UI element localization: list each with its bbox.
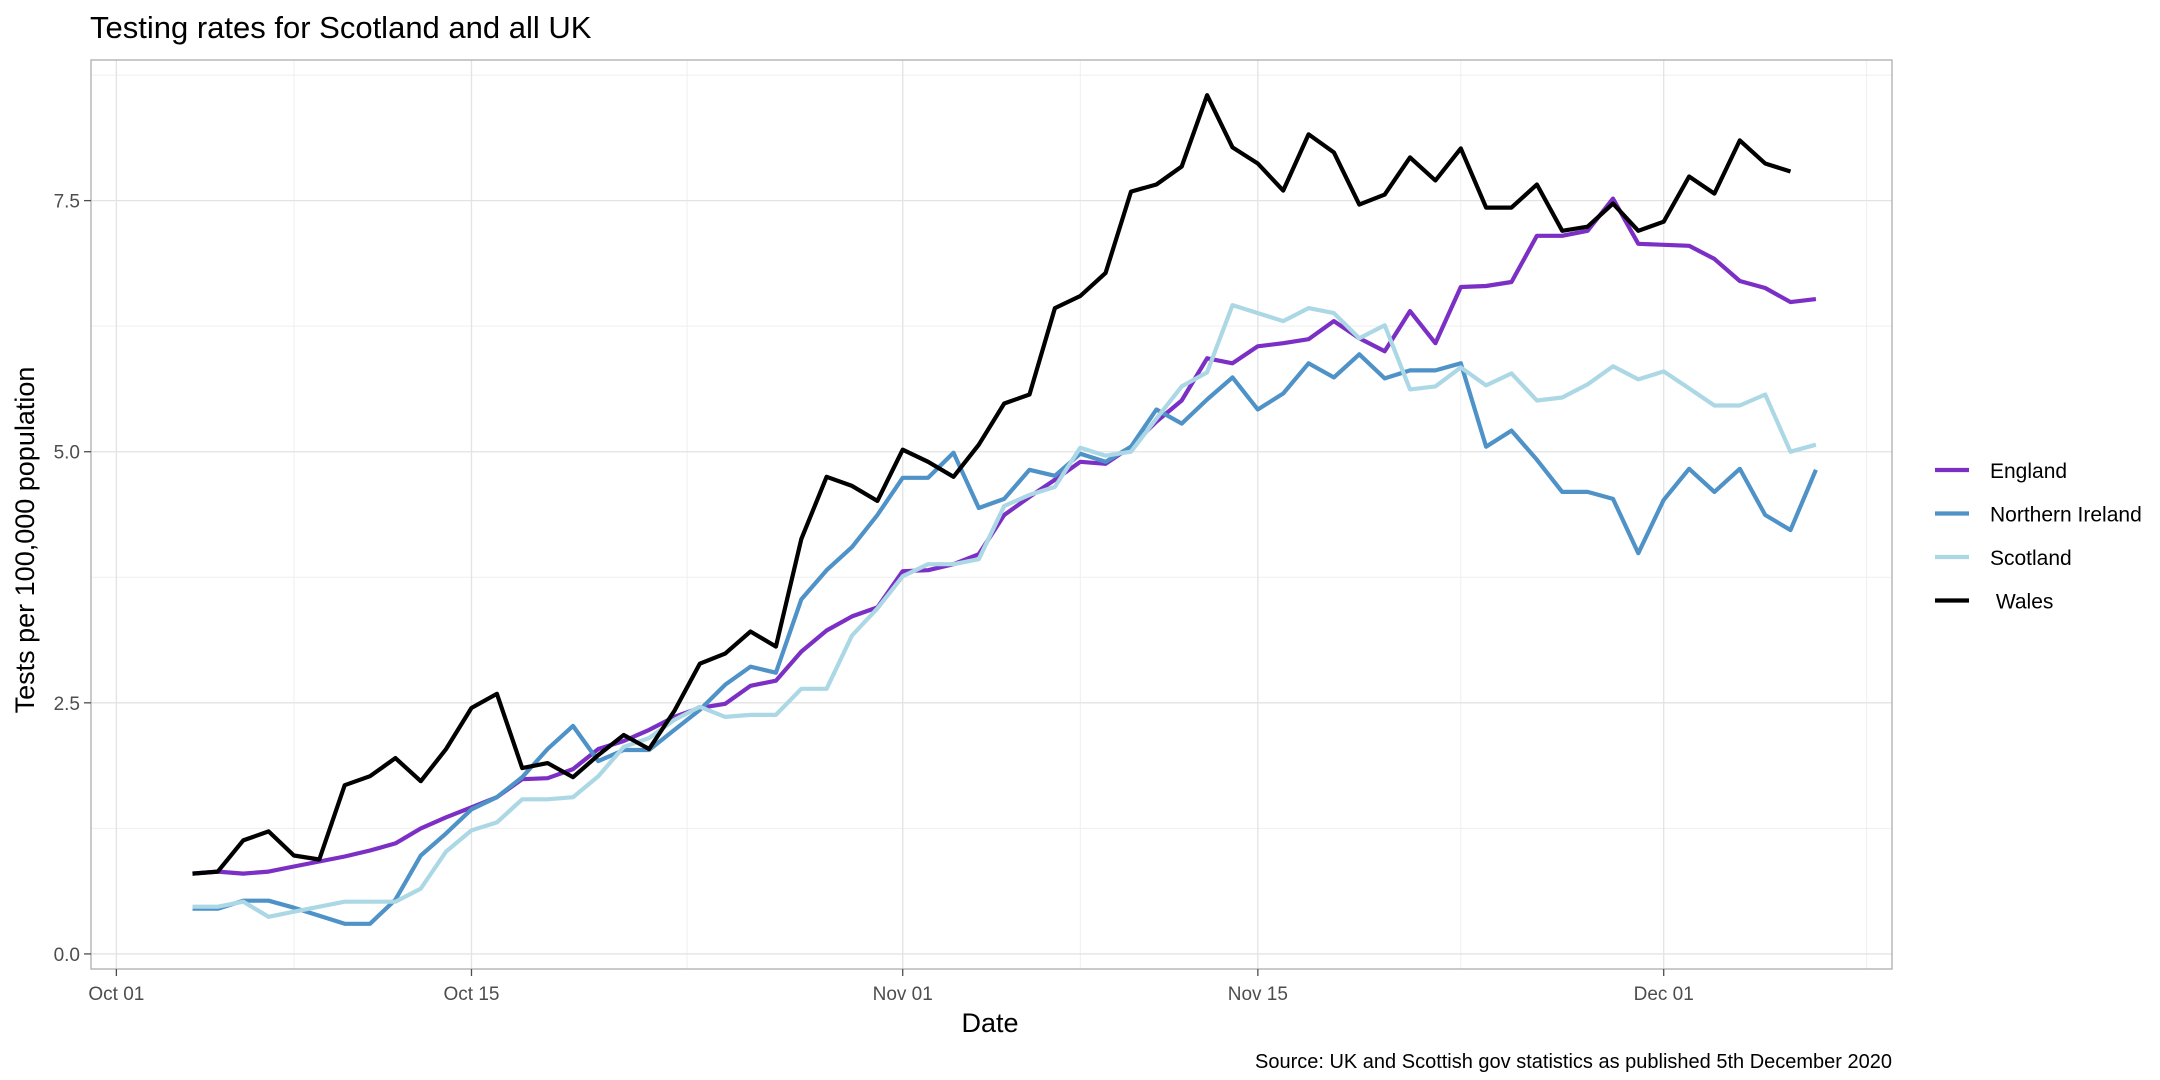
legend: England Northern Ireland Scotland Wales bbox=[1935, 460, 2142, 614]
legend-label-scotland: Scotland bbox=[1990, 547, 2072, 570]
x-axis-title: Date bbox=[961, 1008, 1018, 1038]
series-lines bbox=[192, 93, 1818, 926]
y-axis-title: Tests per 100,000 population bbox=[10, 367, 40, 714]
x-tick-label: Nov 15 bbox=[1228, 984, 1288, 1005]
legend-label-wales: Wales bbox=[1990, 591, 2053, 614]
grid-major bbox=[91, 60, 1892, 969]
grid-minor bbox=[91, 60, 1892, 969]
panel-border bbox=[90, 59, 1893, 970]
y-tick-label: 7.5 bbox=[54, 192, 80, 213]
series-line-england bbox=[192, 196, 1817, 876]
plot-panel bbox=[90, 59, 1893, 970]
x-tick-label: Dec 01 bbox=[1634, 984, 1694, 1005]
y-tick-label: 5.0 bbox=[54, 443, 80, 464]
y-axis-ticks: 0.0 2.5 5.0 7.5 bbox=[54, 192, 91, 966]
series-line-northern-ireland bbox=[192, 352, 1818, 926]
x-tick-label: Oct 01 bbox=[88, 984, 144, 1005]
x-tick-label: Oct 15 bbox=[444, 984, 500, 1005]
chart-title: Testing rates for Scotland and all UK bbox=[90, 10, 592, 45]
series-line-wales bbox=[192, 93, 1792, 876]
source-caption: Source: UK and Scottish gov statistics a… bbox=[1255, 1051, 1892, 1073]
y-tick-label: 0.0 bbox=[54, 945, 80, 966]
y-tick-label: 2.5 bbox=[54, 694, 80, 715]
legend-label-england: England bbox=[1990, 460, 2067, 483]
x-axis-ticks: Oct 01 Oct 15 Nov 01 Nov 15 Dec 01 bbox=[88, 969, 1694, 1005]
x-tick-label: Nov 01 bbox=[873, 984, 933, 1005]
legend-label-northern-ireland: Northern Ireland bbox=[1990, 504, 2142, 527]
series-line-scotland bbox=[192, 303, 1817, 919]
